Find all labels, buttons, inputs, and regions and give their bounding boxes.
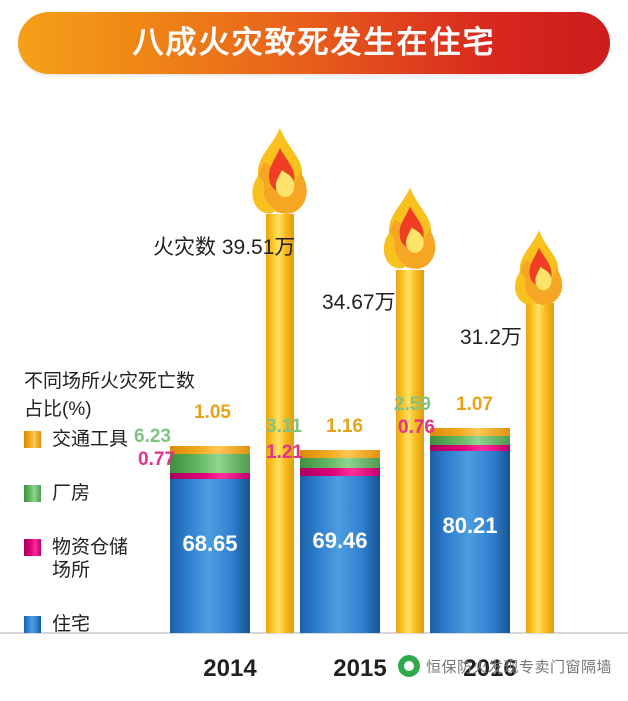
bar-segment-traffic-2015[interactable] [300,450,380,458]
chart-area: 不同场所火灾死亡数 占比(%) 交通工具 厂房 物资仓储 场所 [0,80,628,701]
bar-value-factory-2014: 6.23 [134,426,171,447]
fire-count-bar-2016[interactable] [526,303,554,633]
bar-value-storage-2015: 1.21 [266,442,303,463]
legend-item-factory[interactable]: 厂房 [24,482,244,505]
bar-segment-home-2015[interactable]: 69.46 [300,476,380,633]
legend-swatch-storage-icon [24,539,41,556]
legend-item-traffic[interactable]: 交通工具 [24,428,244,451]
bar-value-factory-2016: 2.59 [394,394,431,415]
legend-label-traffic: 交通工具 [52,429,129,450]
bar-value-home-2015: 69.46 [312,528,368,553]
bar-segment-home-2014[interactable]: 68.65 [170,479,250,633]
fire-count-label-2014: 火灾数 39.51万 [153,236,296,259]
legend: 交通工具 厂房 物资仓储 场所 住宅 [24,428,244,667]
fire-count-bar-2015[interactable] [396,270,424,633]
legend-swatch-traffic-icon [24,431,41,448]
legend-swatch-factory-icon [24,485,41,502]
bar-segment-storage-2014[interactable] [170,473,250,479]
bar-segment-storage-2015[interactable] [300,468,380,476]
legend-label-storage-line-2: 场所 [52,560,91,581]
fire-count-bar-2014[interactable] [266,214,294,633]
bar-segment-home-2016[interactable]: 80.21 [430,451,510,633]
bar-segment-traffic-2016[interactable] [430,428,510,436]
legend-item-storage[interactable]: 物资仓储 场所 [24,536,244,582]
bar-group-2015: 69.46 1.16 3.11 1.21 34.67万 2015 [266,148,436,701]
flame-icon-2015 [374,185,446,286]
watermark-text: 恒保防火发现专卖门窗隔墙 [426,658,613,676]
bar-segment-factory-2014[interactable] [170,454,250,473]
fire-count-label-2016: 31.2万 [460,326,522,349]
stacked-bar-2016[interactable]: 80.21 [430,428,510,633]
bar-value-factory-2015: 3.11 [266,416,302,437]
bar-value-home-2016: 80.21 [442,513,498,538]
legend-title-line-1: 不同场所火灾死亡数 [24,371,196,392]
bar-value-traffic-2014: 1.05 [194,402,231,423]
flame-icon-2014 [242,126,318,231]
page-title: 八成火灾致死发生在住宅 [132,25,496,60]
bar-segment-factory-2016[interactable] [430,436,510,445]
year-label-2014: 2014 [203,655,257,682]
legend-title-line-2: 占比(%) [24,399,92,420]
bar-segment-storage-2016[interactable] [430,445,510,451]
year-label-2015: 2015 [333,655,387,682]
stacked-bar-2014[interactable]: 68.65 [170,446,250,633]
watermark-badge-icon [398,655,420,677]
watermark: 恒保防火发现专卖门窗隔墙 [398,655,612,677]
stacked-bar-2015[interactable]: 69.46 [300,450,380,633]
bar-value-traffic-2016: 1.07 [456,394,493,415]
legend-title: 不同场所火灾死亡数 占比(%) [24,368,254,424]
bar-group-2016: 80.21 1.07 2.59 0.76 31.2万 2016 [394,148,563,701]
flame-icon-2016 [506,228,572,321]
legend-label-factory: 厂房 [52,483,91,504]
bar-value-storage-2016: 0.76 [398,417,435,438]
bar-value-storage-2014: 0.77 [138,449,175,470]
bar-segment-factory-2015[interactable] [300,458,380,468]
fire-count-label-2015: 34.67万 [322,291,396,314]
bar-group-2014: 68.65 1.05 6.23 0.77 火灾数 39.51万 [134,128,307,701]
title-banner: 八成火灾致死发生在住宅 [18,12,610,74]
legend-swatch-home-icon [24,616,41,633]
legend-item-home[interactable]: 住宅 [24,613,244,636]
bar-value-traffic-2015: 1.16 [326,416,363,437]
legend-label-storage: 物资仓储 场所 [52,536,128,582]
bar-segment-traffic-2014[interactable] [170,446,250,454]
legend-label-home: 住宅 [52,614,91,635]
year-label-2016: 2016 [463,655,517,682]
legend-label-storage-line-1: 物资仓储 [52,537,129,558]
bar-value-home-2014: 68.65 [182,531,238,556]
axis-baseline [0,632,628,634]
